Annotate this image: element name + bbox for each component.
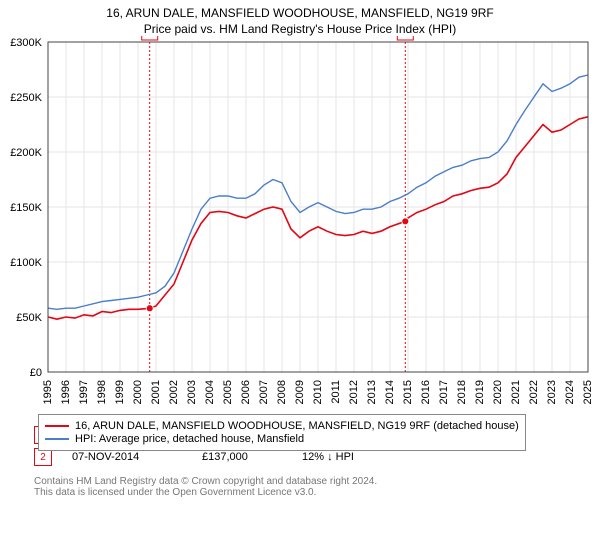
svg-text:2018: 2018 [456, 380, 468, 404]
svg-text:2005: 2005 [222, 380, 234, 404]
legend-label: 16, ARUN DALE, MANSFIELD WOODHOUSE, MANS… [75, 420, 519, 432]
svg-text:1995: 1995 [42, 380, 54, 404]
legend-item: 16, ARUN DALE, MANSFIELD WOODHOUSE, MANS… [45, 420, 519, 432]
svg-text:2012: 2012 [348, 380, 360, 404]
svg-text:2014: 2014 [384, 380, 396, 404]
legend-label: HPI: Average price, detached house, Mans… [75, 433, 304, 445]
svg-text:£300K: £300K [10, 37, 42, 49]
chart-titles: 16, ARUN DALE, MANSFIELD WOODHOUSE, MANS… [0, 0, 600, 36]
svg-text:2023: 2023 [546, 380, 558, 404]
svg-text:1999: 1999 [114, 380, 126, 404]
price-chart: £0 £50K £100K £150K £200K £250K £300K 1995 1996 1… [0, 36, 600, 416]
svg-text:2001: 2001 [150, 380, 162, 404]
svg-text:2009: 2009 [294, 380, 306, 404]
marker-diff: 12% ↓ HPI [302, 451, 402, 463]
svg-text:2006: 2006 [240, 380, 252, 404]
svg-text:2010: 2010 [312, 380, 324, 404]
footer-line2: This data is licensed under the Open Gov… [34, 487, 600, 498]
svg-text:1996: 1996 [60, 380, 72, 404]
footer-line1: Contains HM Land Registry data © Crown c… [34, 476, 600, 487]
chart-title-sub: Price paid vs. HM Land Registry's House … [0, 22, 600, 36]
svg-text:2011: 2011 [330, 380, 342, 404]
svg-text:2015: 2015 [402, 380, 414, 404]
svg-text:1: 1 [147, 36, 153, 39]
legend-swatch [45, 425, 69, 427]
svg-text:£100K: £100K [10, 257, 42, 269]
svg-text:£50K: £50K [16, 312, 42, 324]
svg-text:1998: 1998 [96, 380, 108, 404]
svg-text:2021: 2021 [510, 380, 522, 404]
legend-swatch [45, 438, 69, 440]
svg-text:£250K: £250K [10, 92, 42, 104]
svg-text:2022: 2022 [528, 380, 540, 404]
svg-text:2025: 2025 [582, 380, 594, 404]
svg-text:2: 2 [403, 36, 409, 39]
svg-text:2003: 2003 [186, 380, 198, 404]
svg-text:2016: 2016 [420, 380, 432, 404]
chart-title-address: 16, ARUN DALE, MANSFIELD WOODHOUSE, MANS… [0, 6, 600, 20]
chart-container: £0 £50K £100K £150K £200K £250K £300K 1995 1996 1… [0, 36, 600, 416]
marker-date: 07-NOV-2014 [72, 451, 202, 463]
svg-text:2000: 2000 [132, 380, 144, 404]
marker-price: £137,000 [202, 451, 302, 463]
chart-legend: 16, ARUN DALE, MANSFIELD WOODHOUSE, MANS… [38, 414, 526, 451]
svg-text:2002: 2002 [168, 380, 180, 404]
svg-text:2020: 2020 [492, 380, 504, 404]
svg-text:£0: £0 [30, 367, 42, 379]
svg-text:2024: 2024 [564, 380, 576, 404]
svg-text:£200K: £200K [10, 147, 42, 159]
legend-item: HPI: Average price, detached house, Mans… [45, 433, 519, 445]
svg-text:2017: 2017 [438, 380, 450, 404]
svg-text:1997: 1997 [78, 380, 90, 404]
svg-text:2013: 2013 [366, 380, 378, 404]
svg-text:2007: 2007 [258, 380, 270, 404]
footer-attribution: Contains HM Land Registry data © Crown c… [34, 476, 600, 498]
svg-text:2004: 2004 [204, 380, 216, 404]
svg-text:2019: 2019 [474, 380, 486, 404]
svg-text:2008: 2008 [276, 380, 288, 404]
svg-text:£150K: £150K [10, 202, 42, 214]
